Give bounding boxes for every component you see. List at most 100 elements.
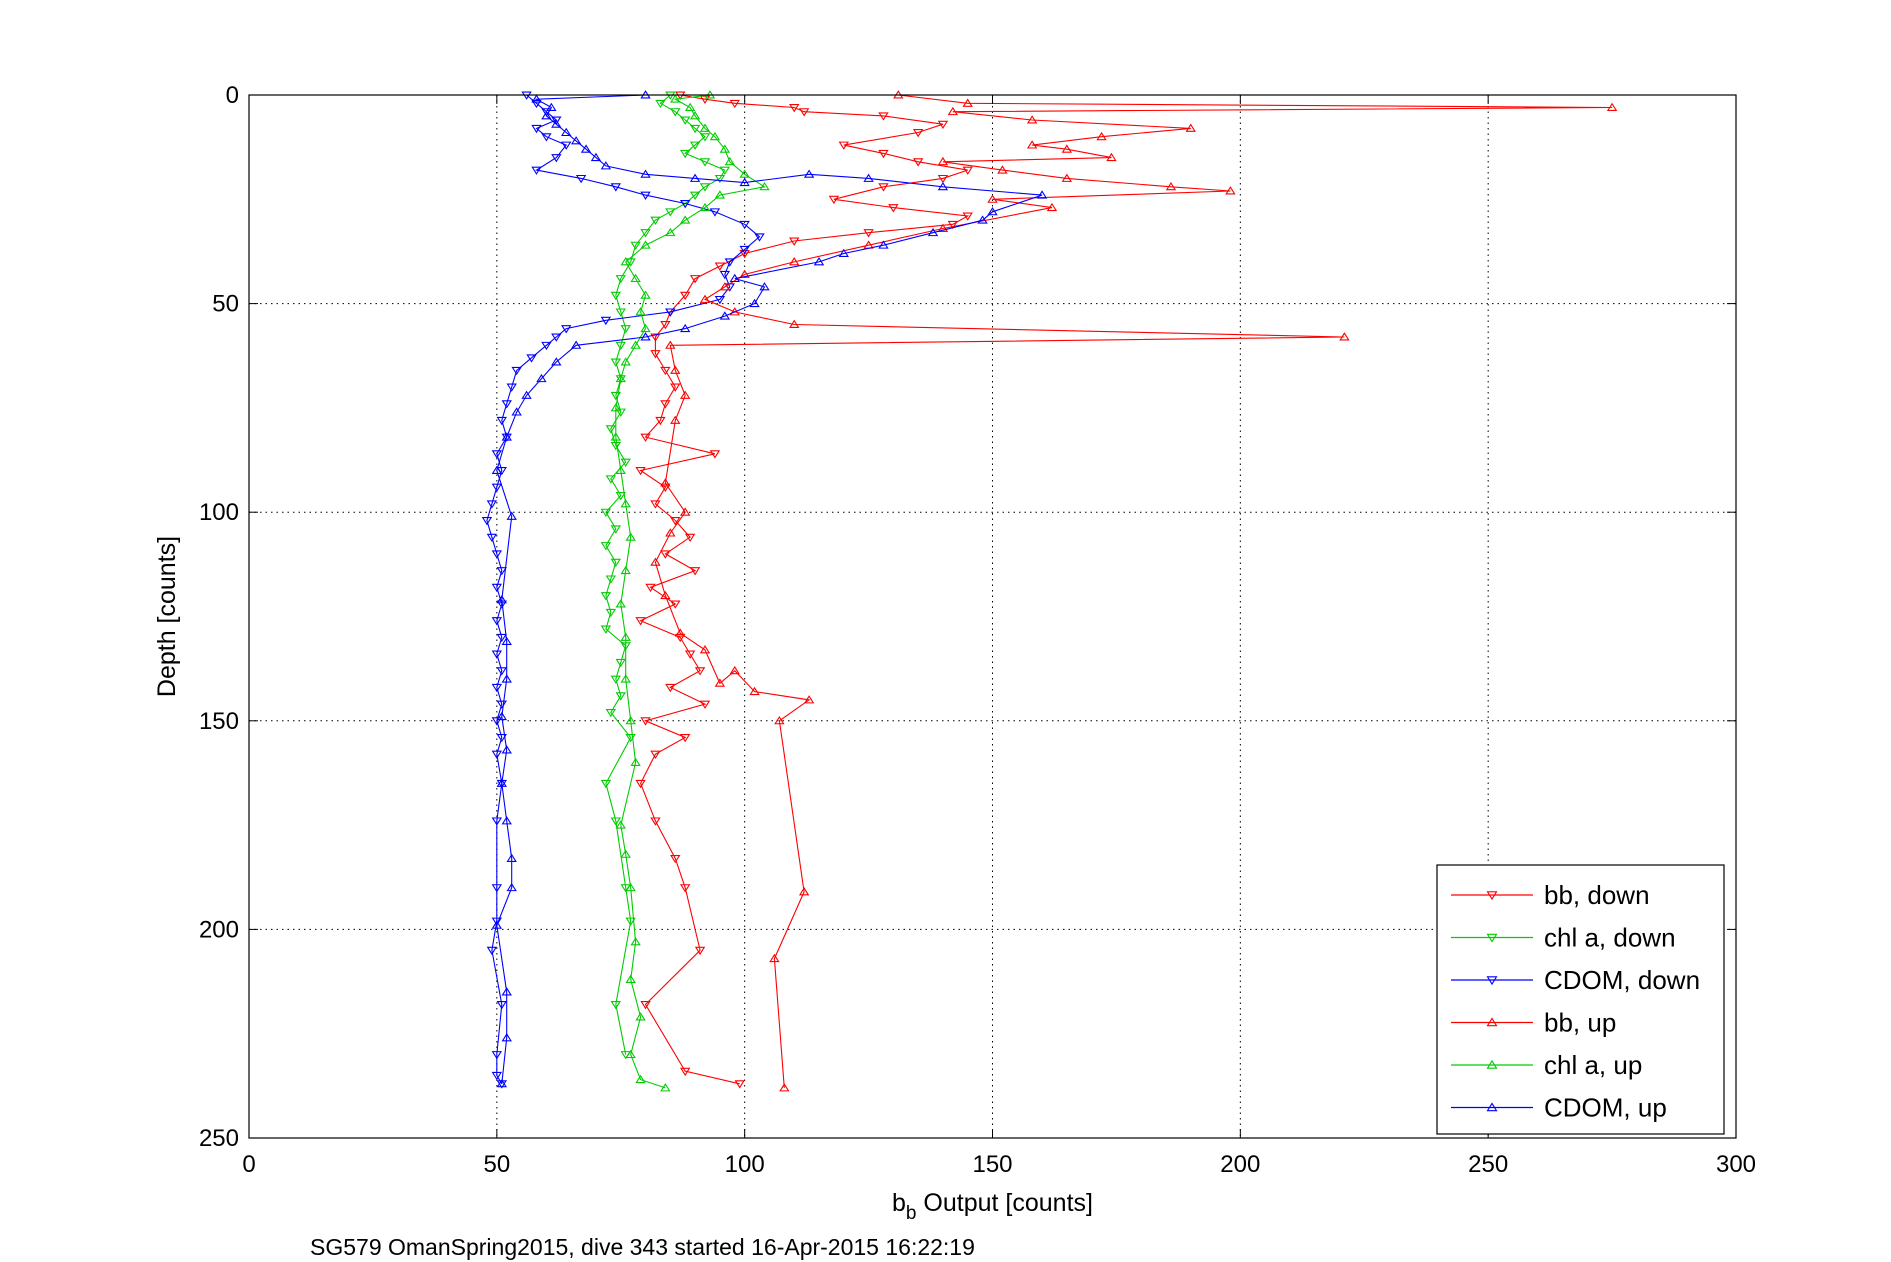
x-tick-label: 50 bbox=[483, 1151, 510, 1178]
data-point bbox=[689, 173, 701, 182]
data-point bbox=[615, 373, 626, 383]
data-point bbox=[734, 1080, 745, 1089]
data-point bbox=[506, 511, 517, 520]
data-point bbox=[670, 600, 681, 609]
data-point bbox=[947, 106, 959, 116]
data-point bbox=[625, 1049, 636, 1059]
data-point bbox=[888, 204, 899, 213]
data-point bbox=[610, 291, 621, 301]
data-point bbox=[640, 433, 651, 442]
data-point bbox=[699, 645, 711, 654]
x-axis-label-rest: Output [counts] bbox=[916, 1189, 1093, 1217]
data-point bbox=[491, 683, 503, 693]
data-point bbox=[665, 227, 676, 237]
y-tick-label: 0 bbox=[226, 82, 239, 109]
data-point bbox=[670, 94, 681, 103]
data-point bbox=[679, 733, 691, 743]
data-point bbox=[1606, 102, 1618, 112]
data-point bbox=[749, 298, 760, 308]
data-point bbox=[486, 500, 498, 509]
data-point bbox=[798, 887, 810, 896]
data-point bbox=[714, 262, 726, 271]
data-point bbox=[863, 229, 874, 238]
data-point bbox=[635, 466, 646, 476]
data-point bbox=[675, 633, 686, 643]
data-point bbox=[635, 779, 646, 789]
data-point bbox=[600, 779, 612, 789]
data-point bbox=[496, 594, 507, 604]
data-point bbox=[739, 177, 750, 187]
data-point bbox=[660, 483, 671, 492]
data-point bbox=[719, 166, 731, 175]
data-point bbox=[798, 108, 810, 117]
data-point bbox=[546, 102, 557, 112]
data-point bbox=[491, 917, 503, 926]
data-point bbox=[541, 133, 552, 142]
data-point bbox=[937, 181, 949, 191]
data-point bbox=[675, 628, 686, 637]
series-3 bbox=[650, 90, 1618, 1092]
legend-entry: chl a, down bbox=[1451, 923, 1676, 953]
data-point bbox=[640, 717, 651, 726]
data-point bbox=[620, 458, 631, 467]
data-point bbox=[1036, 190, 1048, 199]
x-tick-label: 200 bbox=[1220, 1151, 1260, 1178]
data-point bbox=[615, 308, 626, 317]
y-tick-label: 250 bbox=[199, 1125, 239, 1152]
data-point bbox=[878, 183, 889, 192]
data-point bbox=[1106, 152, 1117, 162]
data-point bbox=[670, 108, 681, 117]
data-point bbox=[699, 202, 711, 212]
data-point bbox=[1225, 186, 1236, 195]
data-point bbox=[640, 191, 651, 200]
series-5 bbox=[491, 90, 1048, 1088]
data-point bbox=[709, 450, 721, 459]
legend-entry: chl a, up bbox=[1451, 1050, 1642, 1080]
data-point bbox=[496, 778, 507, 787]
data-point bbox=[630, 937, 641, 946]
data-point bbox=[1165, 181, 1177, 191]
legend-label: CDOM, down bbox=[1544, 965, 1700, 995]
data-point bbox=[491, 650, 503, 659]
data-point bbox=[927, 227, 939, 237]
data-point bbox=[1026, 115, 1038, 124]
data-point bbox=[561, 141, 572, 150]
data-point bbox=[655, 416, 666, 426]
legend-entry: CDOM, down bbox=[1451, 965, 1700, 995]
data-point bbox=[630, 241, 641, 251]
data-point bbox=[754, 233, 765, 242]
data-point bbox=[665, 683, 676, 693]
data-point bbox=[531, 124, 542, 134]
data-point bbox=[878, 240, 889, 249]
data-point bbox=[689, 124, 701, 134]
series-4 bbox=[610, 90, 770, 1092]
data-point bbox=[1026, 140, 1038, 149]
data-point bbox=[640, 240, 651, 249]
data-point bbox=[575, 174, 587, 184]
series-2 bbox=[481, 91, 765, 1089]
data-point bbox=[962, 212, 973, 221]
data-point bbox=[937, 156, 949, 166]
data-point bbox=[496, 416, 507, 426]
data-point bbox=[620, 357, 631, 366]
data-point bbox=[491, 450, 503, 459]
data-point bbox=[679, 199, 691, 209]
data-point bbox=[650, 216, 661, 225]
legend-box bbox=[1436, 864, 1725, 1135]
x-tick-label: 0 bbox=[242, 1151, 255, 1178]
y-tick-label: 150 bbox=[199, 708, 239, 735]
data-point bbox=[724, 258, 735, 267]
data-point bbox=[739, 250, 750, 259]
data-point bbox=[670, 365, 681, 374]
data-point bbox=[660, 590, 671, 600]
data-point bbox=[699, 700, 711, 709]
data-point bbox=[729, 665, 740, 675]
data-point bbox=[625, 715, 636, 725]
caption-text: SG579 OmanSpring2015, dive 343 started 1… bbox=[310, 1234, 975, 1260]
data-point bbox=[699, 95, 711, 104]
data-point bbox=[937, 120, 949, 130]
data-point bbox=[679, 116, 691, 125]
data-point bbox=[679, 390, 691, 399]
data-point bbox=[645, 583, 656, 593]
